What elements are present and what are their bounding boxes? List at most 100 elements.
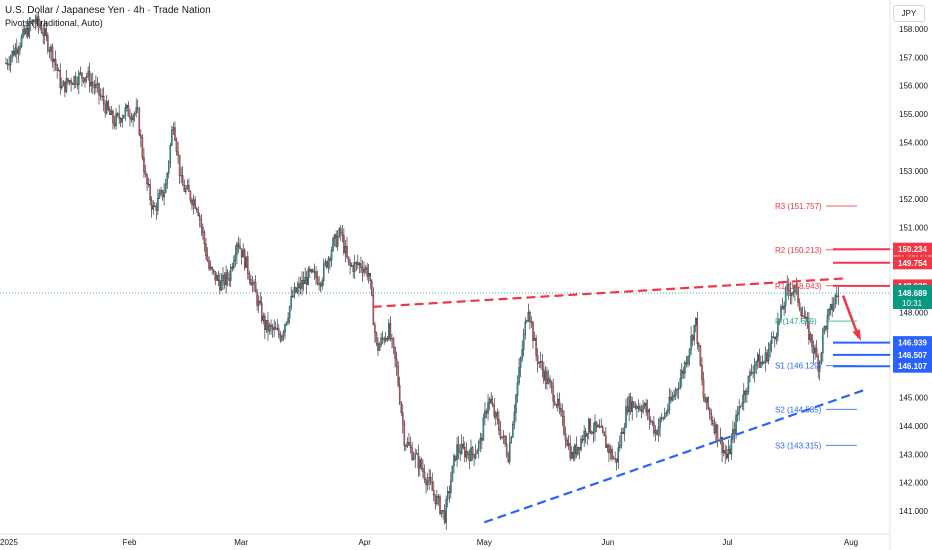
candle-body	[788, 284, 790, 291]
candle-body	[44, 28, 46, 36]
y-tick-label: 156.000	[899, 82, 928, 91]
y-tick-label: 148.000	[899, 309, 928, 318]
candle-body	[256, 291, 258, 306]
candle-body	[473, 454, 475, 459]
candle-body	[541, 361, 544, 370]
candle-body	[391, 338, 393, 340]
price-badge	[893, 348, 932, 362]
candle-body	[640, 409, 643, 412]
y-tick-label: 145.000	[899, 394, 928, 403]
candle-body	[178, 154, 181, 176]
candle-body	[784, 288, 787, 306]
candle-body	[366, 267, 368, 277]
candle-body	[760, 361, 762, 368]
candle-body	[642, 405, 644, 412]
candle-body	[519, 358, 522, 368]
y-tick-label: 151.000	[899, 223, 928, 232]
candle-body	[222, 274, 224, 281]
candle-body	[457, 444, 460, 452]
candle-body	[651, 421, 654, 423]
candle-body	[92, 82, 94, 86]
candle-body	[45, 28, 48, 36]
candle-body	[265, 320, 268, 330]
candle-body	[364, 267, 367, 270]
candle-body	[707, 397, 709, 409]
candle-body	[71, 83, 74, 85]
candle-body	[8, 64, 10, 66]
candle-body	[316, 277, 319, 285]
candle-body	[732, 429, 734, 440]
candle-body	[177, 151, 179, 156]
candle-body	[216, 275, 218, 281]
y-tick-label: 153.000	[899, 167, 928, 176]
candle-body	[330, 250, 333, 261]
candle-body	[118, 113, 120, 119]
y-tick-label: 143.000	[899, 450, 928, 459]
candle-body	[12, 50, 15, 56]
candle-body	[705, 397, 708, 403]
candle-body	[107, 101, 110, 110]
candle-body	[650, 419, 652, 422]
candle-body	[19, 46, 21, 51]
candle-body	[499, 429, 502, 439]
candle-body	[770, 336, 773, 345]
candle-body	[305, 277, 308, 285]
candle-body	[338, 228, 340, 237]
candle-body	[662, 417, 664, 419]
candle-body	[318, 283, 320, 285]
candle-body	[101, 95, 103, 98]
candle-body	[743, 390, 745, 404]
candle-body	[278, 328, 280, 335]
candle-body	[625, 406, 627, 428]
candle-body	[532, 322, 534, 341]
candle-body	[496, 412, 499, 420]
candle-body	[736, 413, 739, 416]
candle-body	[119, 118, 122, 123]
y-tick-label: 141.000	[899, 507, 928, 516]
candle-body	[577, 447, 579, 455]
candle-body	[6, 63, 9, 65]
candle-body	[420, 459, 423, 469]
candle-body	[769, 343, 771, 350]
candle-body	[75, 76, 77, 85]
candle-body	[160, 189, 162, 194]
candle-body	[479, 437, 482, 443]
candle-body	[174, 127, 176, 141]
candle-body	[62, 81, 65, 87]
candle-body	[620, 432, 623, 446]
candle-body	[188, 185, 190, 192]
candle-body	[202, 226, 204, 233]
candle-body	[822, 329, 824, 354]
candle-body	[701, 365, 703, 380]
candle-body	[780, 306, 782, 320]
candle-body	[518, 367, 520, 384]
candle-body	[436, 496, 438, 505]
candle-body	[544, 371, 547, 381]
candle-body	[735, 415, 737, 435]
candle-body	[161, 189, 164, 198]
candle-body	[133, 113, 136, 116]
candle-body	[553, 401, 556, 405]
currency-button[interactable]: JPY	[893, 5, 925, 22]
candle-body	[138, 108, 141, 136]
candle-body	[273, 327, 275, 330]
candle-body	[561, 410, 564, 417]
candle-body	[250, 279, 252, 286]
candle-body	[36, 16, 38, 24]
candle-body	[823, 326, 826, 331]
candle-body	[406, 442, 409, 447]
candle-body	[115, 113, 117, 127]
candle-body	[468, 454, 471, 462]
candle-body	[147, 183, 150, 185]
candle-body	[439, 496, 441, 515]
price-badge	[893, 256, 932, 270]
candle-body	[727, 449, 730, 459]
candle-body	[619, 445, 621, 449]
candle-body	[685, 362, 688, 365]
candle-body	[259, 300, 261, 304]
candle-body	[333, 234, 336, 239]
candle-body	[405, 445, 407, 447]
candle-body	[763, 362, 765, 364]
pivots-indicator-label[interactable]: Pivots (Traditional, Auto)	[5, 18, 103, 28]
